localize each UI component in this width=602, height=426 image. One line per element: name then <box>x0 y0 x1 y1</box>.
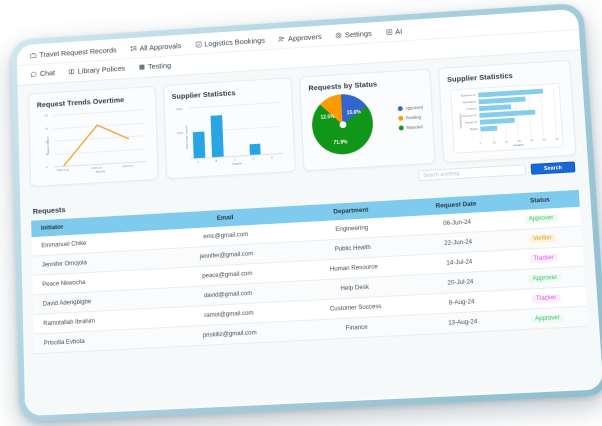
hbar-category: Human R. <box>464 119 478 125</box>
status-badge: Approver <box>524 213 558 224</box>
cell-status: Approver <box>507 306 588 331</box>
nav-item-chat[interactable]: Chat <box>30 68 55 78</box>
tablet-bezel: Travel Request Records All Approvals Log… <box>10 2 602 423</box>
grid-icon <box>138 64 145 71</box>
hbar-category: Finance <box>466 106 477 111</box>
nav-item-testing[interactable]: Testing <box>138 61 171 72</box>
nav-label: All Approvals <box>139 41 182 53</box>
y-tick: 20 <box>44 113 48 118</box>
grid-icon <box>130 45 137 52</box>
line-chart: Request Count 20 15 10 5 0 <box>37 106 149 180</box>
line-plot-area: 20 15 10 5 0 2024-Aug 2024-Jul 2024-Oct … <box>45 109 147 174</box>
y-tick: 2000 <box>175 107 183 112</box>
horizontal-bar-chart: Department Business D. <box>448 81 567 156</box>
pie-chart: 15.6% 12.5% 71.9% Approved Pending <box>309 89 426 164</box>
bar <box>193 131 206 159</box>
nav-label: Testing <box>147 61 172 72</box>
hbar-category: Rights <box>469 126 478 132</box>
legend-item-approved[interactable]: Approved <box>397 104 424 112</box>
nav-item-library-polices[interactable]: Library Polices <box>68 64 125 76</box>
checkbox-icon <box>195 41 202 48</box>
nav-item-approvers[interactable]: Approvers <box>278 32 322 43</box>
chat-icon <box>30 71 37 78</box>
hbar-category: Customer S. <box>461 113 478 119</box>
y-tick: 0 <box>45 164 48 169</box>
hbar-bar <box>479 125 498 132</box>
status-badge: Tracker <box>529 253 559 263</box>
sparkle-icon <box>385 29 392 36</box>
search-button[interactable]: Search <box>530 161 576 175</box>
status-badge: Tracker <box>531 293 561 303</box>
card-request-trends: Request Trends Overtime Request Count 20… <box>28 85 159 188</box>
book-icon <box>68 68 75 75</box>
gear-icon <box>335 32 342 39</box>
tablet-device: Travel Request Records All Approvals Log… <box>6 2 602 423</box>
bar <box>210 114 224 158</box>
pie-value-approved: 15.6% <box>346 109 361 117</box>
y-axis-label: Total Order Volume <box>183 125 189 150</box>
line-series <box>53 109 146 166</box>
nav-item-settings[interactable]: Settings <box>335 29 372 40</box>
nav-label: AI <box>394 27 403 37</box>
card-supplier-statistics-hbars: Supplier Statistics Department <box>437 59 577 164</box>
legend-item-rejected[interactable]: Rejected <box>398 124 424 131</box>
secondary-navbar: Chat Library Polices Testing <box>17 30 581 86</box>
briefcase-icon <box>30 52 37 59</box>
legend-swatch <box>397 115 403 121</box>
y-tick: 10 <box>45 139 49 144</box>
pie-legend: Approved Pending Rejected <box>397 105 424 131</box>
status-badge: Approver <box>528 273 562 283</box>
x-axis-label: Supplier <box>231 161 243 166</box>
card-supplier-statistics-bars: Supplier Statistics Total Order Volume 2… <box>162 77 296 180</box>
nav-label: Travel Request Records <box>39 45 117 60</box>
requests-section: Requests Initiator Email Department Requ… <box>31 176 588 354</box>
y-tick: 5 <box>45 152 48 157</box>
cell-request-date: 13-Aug-24 <box>417 310 509 335</box>
y-tick: 15 <box>45 127 49 132</box>
legend-item-pending[interactable]: Pending <box>397 114 424 121</box>
hbar-frame: Department Business D. <box>449 82 564 154</box>
pie-slices <box>310 92 375 157</box>
legend-label: Pending <box>405 114 422 121</box>
card-requests-by-status: Requests by Status 15.6% 12.5% 71.9% App… <box>299 68 436 172</box>
y-tick: 1000 <box>176 130 184 136</box>
nav-label: Logistics Bookings <box>204 35 266 49</box>
bar <box>249 143 261 155</box>
hbar-bar <box>479 117 515 125</box>
users-icon <box>278 36 285 43</box>
nav-item-ai[interactable]: AI <box>385 27 402 37</box>
pie-value-pending: 12.5% <box>320 114 335 121</box>
legend-swatch <box>398 125 404 131</box>
requests-table: Initiator Email Department Request Date … <box>31 189 588 354</box>
legend-swatch <box>397 106 403 112</box>
nav-label: Library Polices <box>77 63 126 76</box>
hbar-bar <box>478 104 512 112</box>
bar-plot-area: 2000 1000 A B C <box>176 101 284 166</box>
nav-label: Settings <box>344 29 372 40</box>
hbar-category: Operations <box>462 99 477 105</box>
status-badge: Approver <box>530 313 565 324</box>
nav-label: Approvers <box>287 32 322 44</box>
nav-item-travel-request-records[interactable]: Travel Request Records <box>30 46 117 60</box>
dashboard-content: Request Trends Overtime Request Count 20… <box>17 50 602 414</box>
nav-label: Chat <box>39 68 56 78</box>
pie-value-rejected: 71.9% <box>333 139 348 147</box>
hbar-plot-area: Business D. Operations Finance <box>461 88 559 147</box>
pie-graphic: 15.6% 12.5% 71.9% <box>310 92 375 157</box>
legend-label: Approved <box>405 104 424 111</box>
hbar-category: Business D. <box>460 92 476 98</box>
bar-series <box>188 101 283 159</box>
nav-item-logistics-bookings[interactable]: Logistics Bookings <box>195 36 265 49</box>
nav-item-all-approvals[interactable]: All Approvals <box>130 41 182 53</box>
tablet-screen: Travel Request Records All Approvals Log… <box>16 8 602 417</box>
status-badge: Verifier <box>528 233 557 243</box>
search-input[interactable] <box>417 164 527 182</box>
bar-chart: Total Order Volume 2000 1000 <box>172 98 287 172</box>
legend-label: Rejected <box>406 124 423 131</box>
